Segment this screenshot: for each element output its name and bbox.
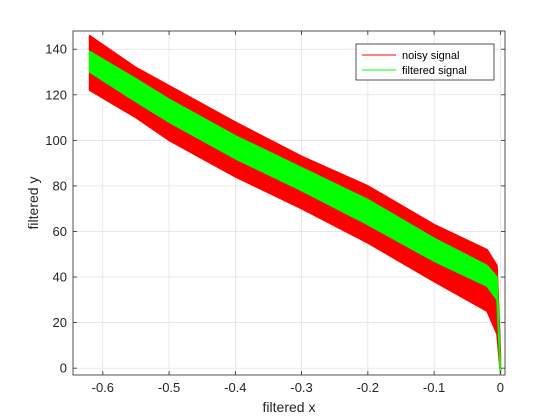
legend-label: noisy signal bbox=[402, 50, 459, 62]
legend: noisy signal filtered signal bbox=[356, 44, 494, 80]
y-tick-label: 20 bbox=[53, 315, 67, 330]
x-tick-label: 0 bbox=[497, 380, 504, 395]
y-tick-label: 60 bbox=[53, 224, 67, 239]
x-tick-label: -0.6 bbox=[92, 380, 114, 395]
y-tick-label: 0 bbox=[60, 361, 67, 376]
y-tick-label: 80 bbox=[53, 178, 67, 193]
x-axis-label: filtered x bbox=[263, 399, 316, 415]
x-tick-label: -0.5 bbox=[158, 380, 180, 395]
y-tick-label: 100 bbox=[45, 133, 67, 148]
x-tick-label: -0.3 bbox=[290, 380, 312, 395]
x-tick-label: -0.2 bbox=[357, 380, 379, 395]
legend-label: filtered signal bbox=[402, 65, 467, 77]
y-tick-label: 120 bbox=[45, 87, 67, 102]
y-tick-label: 40 bbox=[53, 270, 67, 285]
y-tick-label: 140 bbox=[45, 42, 67, 57]
x-tick-label: -0.4 bbox=[224, 380, 246, 395]
y-axis-label: filtered y bbox=[25, 177, 41, 230]
x-tick-label: -0.1 bbox=[423, 380, 445, 395]
